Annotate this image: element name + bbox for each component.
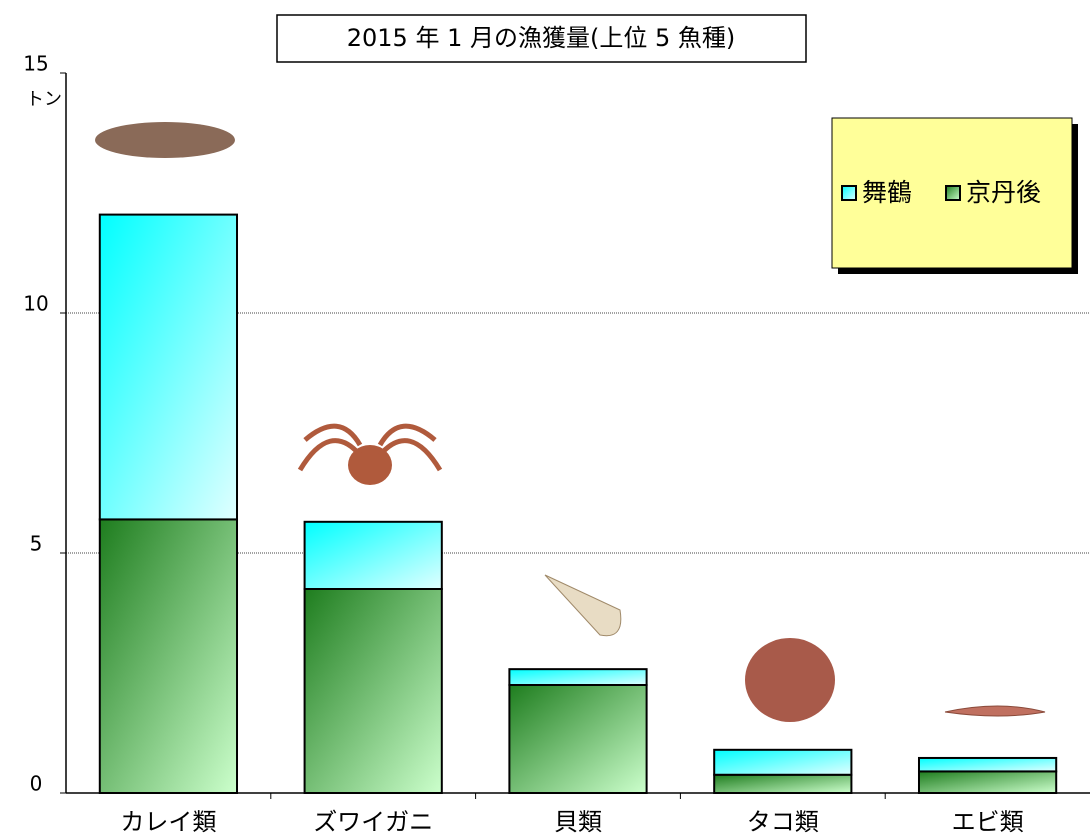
- x-tick-label: タコ類: [747, 808, 819, 836]
- chart: 2015 年 1 月の漁獲量(上位 5 魚種) トン 舞鶴 京丹後 0 5 10 15 カ…: [0, 0, 1090, 836]
- y-tick-label: 15: [23, 52, 48, 76]
- shell-image: [545, 575, 621, 636]
- bar-segment: [305, 589, 442, 793]
- x-tick-label: ズワイガニ: [313, 808, 433, 836]
- fish-image: [95, 122, 235, 158]
- legend-swatch: [842, 186, 856, 200]
- shrimp-image: [945, 706, 1045, 716]
- chart-title: 2015 年 1 月の漁獲量(上位 5 魚種): [347, 24, 736, 52]
- x-tick-label: カレイ類: [120, 808, 216, 836]
- octopus-image: [745, 638, 835, 722]
- bar-segment: [714, 750, 851, 775]
- bar-segment: [100, 519, 237, 793]
- legend-label: 舞鶴: [862, 178, 912, 207]
- bar-segment: [714, 775, 851, 793]
- bar-segment: [100, 215, 237, 520]
- y-unit: トン: [26, 89, 62, 110]
- page: {"chart_data": {"type": "stacked_bar", "…: [0, 0, 1090, 836]
- y-tick-label: 0: [30, 772, 43, 796]
- legend-label: 京丹後: [966, 178, 1041, 207]
- bar-segment: [919, 758, 1056, 771]
- y-tick-label: 5: [30, 532, 43, 556]
- y-tick-label: 10: [23, 292, 48, 316]
- bar-segment: [919, 771, 1056, 793]
- bar-segment: [305, 522, 442, 589]
- bar-segment: [509, 685, 646, 793]
- legend-swatch: [946, 186, 960, 200]
- bar-segment: [509, 669, 646, 685]
- x-tick-label: エビ類: [952, 808, 1024, 836]
- legend: 舞鶴 京丹後: [832, 118, 1078, 274]
- x-tick-label: 貝類: [554, 808, 602, 836]
